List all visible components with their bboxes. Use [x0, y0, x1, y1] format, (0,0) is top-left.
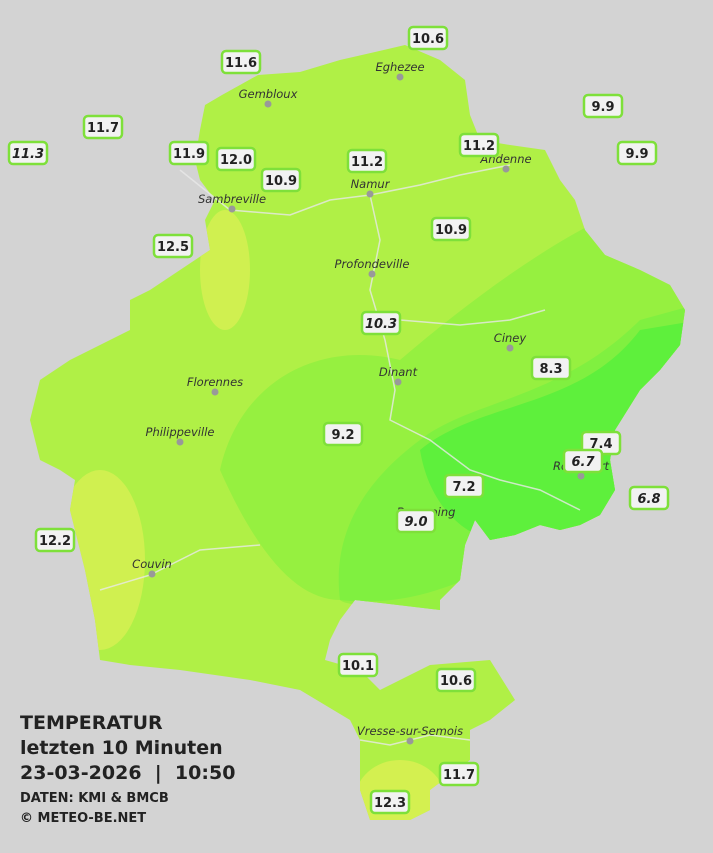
towns: EghezeeGemblouxAndenneNamurSambrevillePr… — [132, 60, 610, 745]
station-box — [438, 761, 480, 787]
station-value: 10.6 — [412, 32, 444, 47]
town-dot — [264, 100, 272, 108]
station-value: 11.7 — [443, 768, 475, 783]
station-value: 9.2 — [331, 428, 354, 443]
station-value: 12.3 — [374, 796, 406, 811]
station-box — [337, 652, 379, 678]
station-value: 11.3 — [12, 147, 44, 162]
copyright: © METEO-BE.NET — [20, 811, 147, 826]
title: TEMPERATUR — [20, 712, 163, 734]
station-box — [82, 114, 124, 140]
town-name: Couvin — [132, 557, 172, 571]
subtitle: letzten 10 Minuten — [20, 737, 223, 759]
station-box — [430, 216, 472, 242]
station-value: 10.9 — [435, 223, 467, 238]
town-name: Dinant — [379, 365, 418, 379]
station-value: 11.6 — [225, 56, 257, 71]
station-box — [562, 448, 604, 474]
datetime: 23-03-2026 | 10:50 — [20, 762, 236, 784]
station-value: 12.0 — [220, 153, 252, 168]
station-box — [435, 667, 477, 693]
town-name: Gembloux — [239, 87, 298, 101]
town-name: Sambreville — [198, 192, 266, 206]
town-dot — [366, 190, 374, 198]
town-dot — [176, 438, 184, 446]
town-dot — [148, 570, 156, 578]
station-box — [260, 167, 302, 193]
station-box — [220, 49, 262, 75]
station-value: 9.9 — [591, 100, 614, 115]
town-dot — [396, 73, 404, 81]
station-box — [369, 789, 411, 815]
station-value: 8.3 — [539, 362, 562, 377]
station-value: 10.9 — [265, 174, 297, 189]
station-value: 9.9 — [625, 147, 648, 162]
station-value: 12.5 — [157, 240, 189, 255]
station-value: 7.2 — [452, 480, 475, 495]
station-value: 11.2 — [351, 155, 383, 170]
town-name: Namur — [351, 177, 391, 191]
river — [399, 309, 546, 326]
town-dot — [406, 737, 414, 745]
town-name: Profondeville — [335, 257, 410, 271]
town-name: Florennes — [187, 375, 243, 389]
station-value: 10.3 — [365, 317, 397, 332]
source: DATEN: KMI & BMCB — [20, 791, 169, 806]
station-box — [322, 421, 364, 447]
station-box — [168, 140, 210, 166]
station-value: 12.2 — [39, 534, 71, 549]
station-box — [152, 233, 194, 259]
station-value: 11.9 — [173, 147, 205, 162]
station-box — [628, 485, 670, 511]
river — [99, 544, 261, 591]
town-dot — [211, 388, 219, 396]
zone — [200, 210, 250, 330]
station-box — [346, 148, 388, 174]
station-box — [215, 146, 257, 172]
station-value: 6.8 — [637, 492, 660, 507]
town-dot — [394, 378, 402, 386]
station-box — [34, 527, 76, 553]
station-value: 9.0 — [404, 515, 427, 530]
station-box — [395, 508, 437, 534]
station-box — [530, 355, 572, 381]
town-dot — [228, 205, 236, 213]
station-box — [616, 140, 658, 166]
station-box — [582, 93, 624, 119]
station-box — [7, 140, 49, 166]
station-value: 7.4 — [589, 437, 612, 452]
town-name: Ciney — [494, 331, 527, 345]
stations: 10.6 11.6 9.9 11.7 11.3 11.9 12.0 11.2 11.2 9.9 10… — [7, 25, 670, 815]
town-dot — [502, 165, 510, 173]
town-dot — [506, 344, 514, 352]
town-name: Vresse-sur-Semois — [357, 724, 463, 738]
town-name: Philippeville — [146, 425, 215, 439]
station-value: 11.2 — [463, 139, 495, 154]
station-value: 11.7 — [87, 121, 119, 136]
station-box — [407, 25, 449, 51]
town-dot — [368, 270, 376, 278]
river — [179, 164, 511, 216]
station-box — [360, 310, 402, 336]
town-name: Eghezee — [375, 60, 424, 74]
station-value: 10.1 — [342, 659, 374, 674]
station-box — [458, 132, 500, 158]
station-value: 10.6 — [440, 674, 472, 689]
station-box — [443, 473, 485, 499]
town-dot — [577, 472, 585, 480]
station-value: 6.7 — [571, 455, 595, 470]
